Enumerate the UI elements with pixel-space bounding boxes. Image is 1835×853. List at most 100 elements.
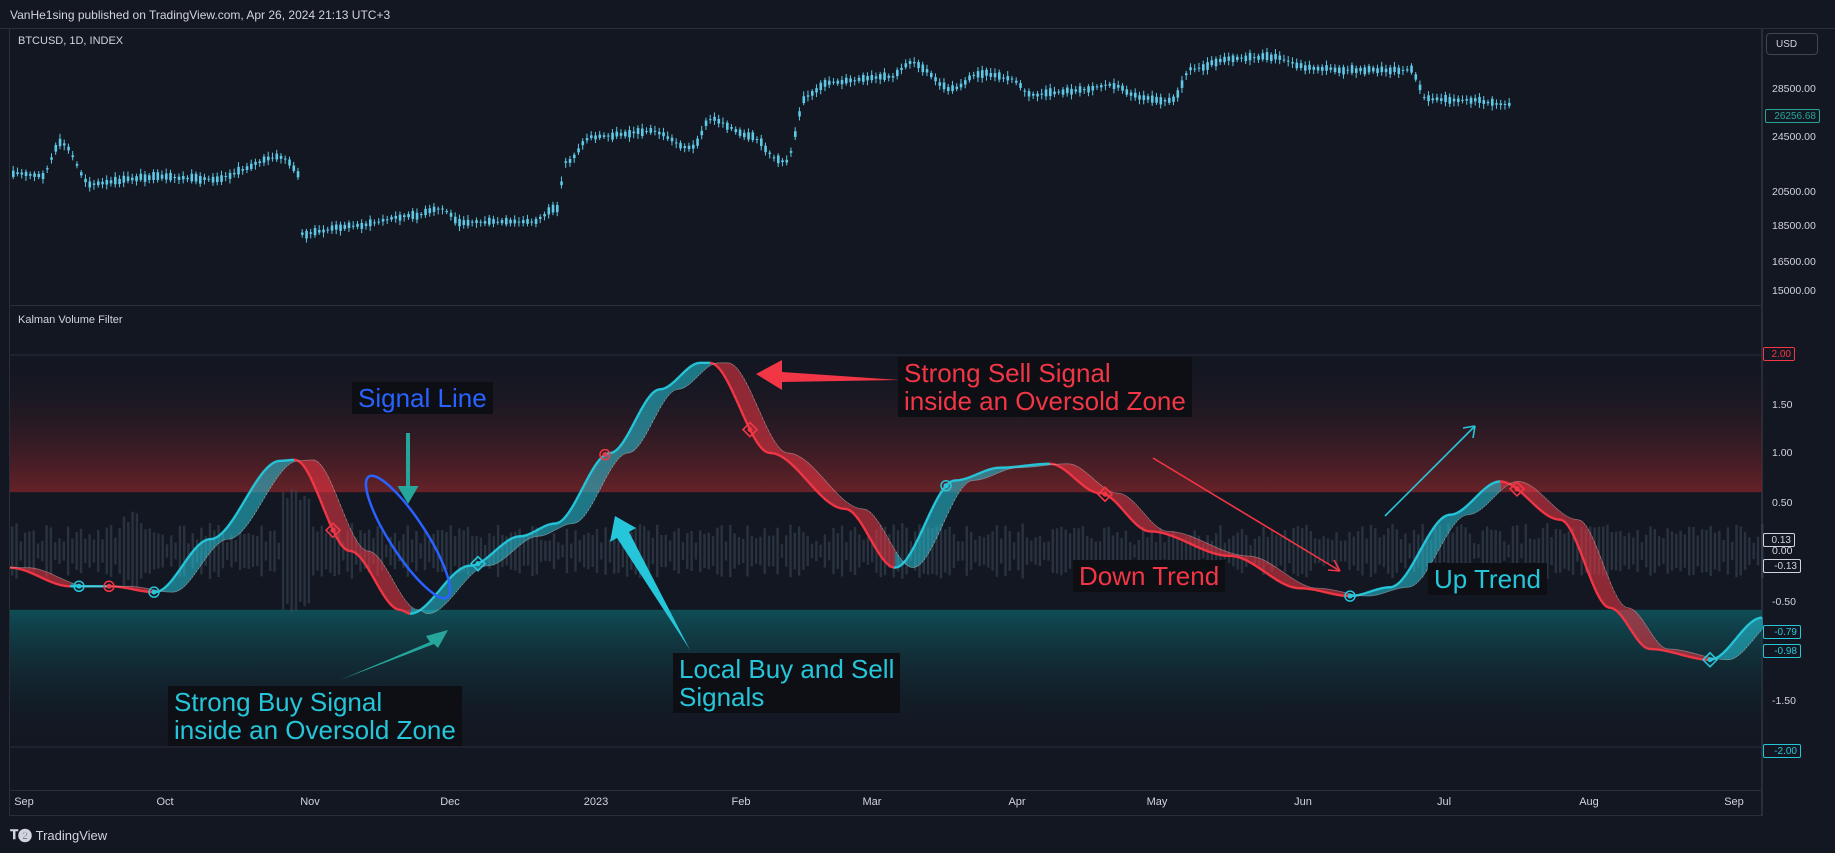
kalman-line-segment <box>740 411 746 418</box>
candle-body <box>832 81 835 83</box>
candle-body <box>857 77 861 81</box>
kalman-line-segment <box>1363 591 1367 595</box>
kalman-line-segment <box>858 520 864 526</box>
volume-bar <box>733 533 736 569</box>
volume-bar <box>1399 539 1403 563</box>
volume-bar <box>1253 538 1257 564</box>
kalman-line-segment <box>1441 515 1445 520</box>
candle-body <box>343 224 347 229</box>
kalman-line-segment <box>1570 531 1576 538</box>
volume-bar <box>660 534 663 568</box>
kalman-line-segment <box>1455 511 1459 515</box>
candle-body <box>267 156 270 161</box>
volume-bar <box>449 525 452 577</box>
candle-body <box>955 86 959 90</box>
kalman-line-segment <box>619 443 623 448</box>
kalman-line-segment <box>580 484 586 490</box>
candle-body <box>483 221 487 224</box>
volume-bar <box>84 538 87 564</box>
candle-body <box>811 91 814 96</box>
kalman-line-segment <box>493 549 497 553</box>
candle-body <box>407 214 410 218</box>
candle-body <box>1015 80 1018 83</box>
kalman-line-segment <box>876 551 882 556</box>
kalman-line-segment <box>181 562 185 568</box>
kalman-line-segment <box>255 478 259 483</box>
candle-body <box>522 220 525 224</box>
signal-line <box>10 362 1763 661</box>
kalman-line-segment <box>1067 471 1071 476</box>
volume-bar <box>802 532 805 570</box>
candle-body <box>1329 67 1333 70</box>
candle-body <box>959 83 963 88</box>
candle-body <box>339 224 342 231</box>
candle-body <box>496 221 500 223</box>
kalman-line-segment <box>903 559 907 564</box>
volume-bar <box>385 544 388 558</box>
candle-body <box>233 172 236 175</box>
footer-branding[interactable]: 𝐓❷ TradingView <box>10 827 107 843</box>
candle-body <box>862 74 865 82</box>
candle-body <box>109 180 113 184</box>
volume-bar <box>1296 525 1300 577</box>
candle-body <box>513 219 517 224</box>
candle-body <box>1423 97 1426 99</box>
kalman-line-segment <box>981 470 985 474</box>
candle-body <box>1261 53 1265 60</box>
kalman-line-segment <box>695 361 699 365</box>
kalman-line-segment <box>1561 519 1565 523</box>
kalman-line-segment <box>689 364 693 368</box>
kalman-line-segment <box>1617 611 1621 616</box>
candle-body <box>1465 99 1469 101</box>
candle-body <box>823 80 827 87</box>
kalman-line-segment <box>881 557 885 562</box>
symbol-title[interactable]: BTCUSD, 1D, INDEX <box>18 35 124 47</box>
kalman-line-segment <box>1445 513 1449 517</box>
kalman-line-segment <box>1473 496 1477 500</box>
kalman-line-segment <box>223 528 227 532</box>
kalman-line-segment <box>159 588 163 592</box>
indicator-title[interactable]: Kalman Volume Filter <box>18 314 123 326</box>
volume-bar <box>638 524 642 578</box>
kalman-line-segment <box>979 471 983 475</box>
kalman-line-segment <box>163 585 167 590</box>
candle-body <box>398 214 402 221</box>
volume-bar <box>320 525 323 577</box>
kalman-line-segment <box>1685 654 1689 658</box>
price-pane[interactable] <box>10 29 1762 305</box>
kalman-line-segment <box>1523 493 1527 498</box>
kalman-line-segment <box>1393 584 1397 588</box>
kalman-line-segment <box>872 544 878 550</box>
volume-bar <box>1309 531 1312 571</box>
volume-bar <box>1520 543 1523 559</box>
kalman-line-segment <box>809 482 813 487</box>
candle-body <box>989 72 993 77</box>
volume-bar <box>406 525 409 577</box>
volume-bar <box>647 530 650 572</box>
volume-bar <box>1537 538 1540 564</box>
candle-body <box>1452 98 1456 102</box>
local-signals-annotation: Local Buy and Sell Signals <box>673 653 901 713</box>
kalman-line-segment <box>1568 528 1574 534</box>
volume-bar <box>1141 526 1145 576</box>
currency-button[interactable]: USD <box>1766 33 1818 55</box>
kalman-line-segment <box>912 542 918 548</box>
candle-body <box>1036 93 1039 97</box>
candle-body <box>449 212 453 217</box>
candle-body <box>194 173 198 182</box>
candle-body <box>381 218 385 222</box>
volume-bar <box>97 530 100 572</box>
kalman-line-segment <box>1416 550 1422 556</box>
kalman-line-segment <box>267 464 271 468</box>
kalman-line-segment <box>1566 525 1572 530</box>
pane-separator[interactable] <box>10 305 1762 306</box>
kalman-line-segment <box>1731 640 1735 645</box>
volume-bar <box>1395 529 1398 573</box>
kalman-line-segment <box>203 538 207 543</box>
volume-bar <box>793 532 796 570</box>
kalman-line-segment <box>642 400 648 406</box>
volume-bar <box>664 534 667 568</box>
candle-body <box>67 146 70 151</box>
volume-bar <box>1038 535 1042 567</box>
candle-body <box>505 217 508 225</box>
